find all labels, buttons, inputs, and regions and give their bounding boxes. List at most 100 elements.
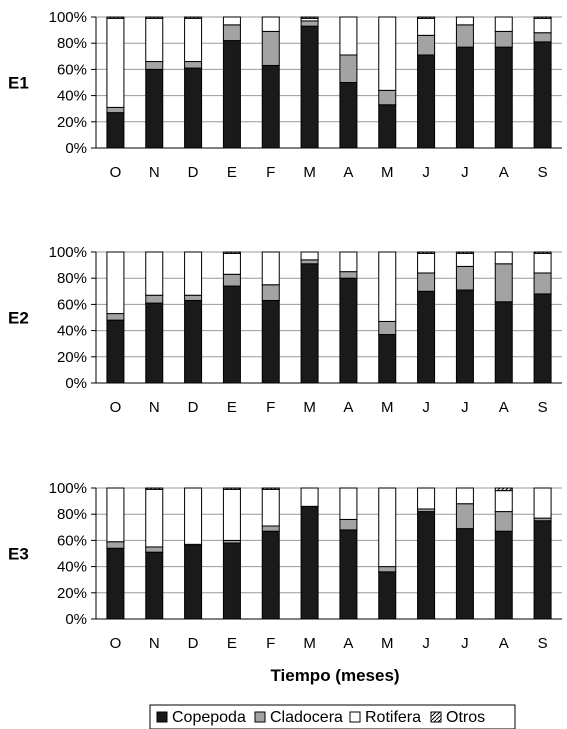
x-tick-label: D	[188, 399, 199, 416]
y-tick-label: 0%	[65, 611, 87, 628]
bar-segment-rotifera	[106, 487, 125, 543]
bar-segment-otros	[145, 16, 164, 19]
bar-segment-cladocera	[106, 106, 125, 114]
bar-segment-cladocera	[261, 525, 280, 532]
legend-label-otros: Otros	[446, 709, 485, 726]
x-tick-label: E	[227, 164, 237, 181]
bar-segment-rotifera	[494, 16, 513, 32]
y-tick-label: 20%	[57, 349, 87, 366]
y-tick-label: 60%	[57, 296, 87, 313]
bar-segment-otros	[417, 251, 436, 254]
bar-segment-copepoda	[261, 530, 280, 620]
y-tick-label: 100%	[49, 244, 87, 261]
bar-segment-cladocera	[184, 294, 203, 301]
bar-segment-copepoda	[184, 545, 203, 620]
bar-segment-rotifera	[455, 16, 474, 26]
panel-e2: 0% 20% 40% 60% 80% 100% E2 O N D E F M A M J J A S	[8, 244, 562, 416]
bar-segment-copepoda	[378, 334, 397, 384]
legend-label-cladocera: Cladocera	[270, 709, 343, 726]
panel-label: E3	[8, 545, 29, 564]
bar-segment-rotifera	[106, 251, 125, 315]
y-tick-label: 40%	[57, 88, 87, 105]
x-tick-label: F	[266, 635, 275, 652]
bar-segment-rotifera	[261, 16, 280, 32]
x-tick-label: S	[538, 164, 548, 181]
x-tick-label: A	[499, 635, 509, 652]
bar-segment-copepoda	[339, 277, 358, 384]
panel-e3: 0% 20% 40% 60% 80% 100% E3 O N D E F M A M J J A S	[8, 480, 562, 652]
legend-box	[149, 704, 516, 729]
bar-segment-rotifera	[222, 16, 241, 26]
bar-segment-cladocera	[300, 259, 319, 265]
x-tick-label: O	[110, 635, 122, 652]
bar-segment-rotifera	[494, 251, 513, 265]
y-tick-label: 60%	[57, 532, 87, 549]
bar-segment-copepoda	[300, 25, 319, 149]
bar-segment-cladocera	[106, 541, 125, 549]
x-tick-label: M	[381, 164, 394, 181]
chart-panels: 0% 20% 40% 60% 80% 100% E1 O N D E F M A M J J A S 0% 20% 40%…	[8, 9, 562, 652]
y-tick-label: 80%	[57, 35, 87, 52]
bar-segment-cladocera	[455, 265, 474, 291]
y-tick-label: 60%	[57, 61, 87, 78]
y-tick-label: 0%	[65, 140, 87, 157]
bar-segment-copepoda	[184, 67, 203, 149]
legend: Copepoda Cladocera Rotifera Otros	[149, 704, 516, 729]
bar-segment-otros	[106, 16, 125, 19]
bar-segment-copepoda	[494, 46, 513, 149]
bar-segment-cladocera	[106, 313, 125, 321]
bar-segment-copepoda	[533, 41, 552, 149]
x-tick-label: M	[381, 635, 394, 652]
bar-segment-cladocera	[339, 271, 358, 279]
bar-segment-copepoda	[300, 263, 319, 384]
bar-segment-cladocera	[339, 54, 358, 84]
bar-segment-copepoda	[378, 104, 397, 149]
bar-segment-copepoda	[494, 301, 513, 384]
bar-segment-rotifera	[455, 487, 474, 505]
bar-segment-rotifera	[494, 490, 513, 513]
bar-segment-cladocera	[417, 34, 436, 56]
x-tick-label: A	[343, 399, 353, 416]
y-tick-label: 20%	[57, 585, 87, 602]
x-tick-label: O	[110, 399, 122, 416]
bar-segment-cladocera	[145, 294, 164, 304]
x-tick-label: J	[422, 635, 430, 652]
bar-segment-cladocera	[494, 30, 513, 48]
bar-segment-rotifera	[533, 487, 552, 519]
bar-segment-rotifera	[533, 17, 552, 34]
bar-segment-otros	[417, 16, 436, 19]
y-tick-label: 40%	[57, 559, 87, 576]
bar-segment-cladocera	[417, 272, 436, 292]
bar-segment-copepoda	[378, 571, 397, 620]
bar-segment-copepoda	[417, 54, 436, 149]
x-axis-title: Tiempo (meses)	[270, 666, 399, 685]
bar-segment-copepoda	[339, 529, 358, 620]
bar-segment-rotifera	[339, 251, 358, 273]
x-tick-label: O	[110, 164, 122, 181]
legend-swatch-copepoda	[156, 711, 168, 723]
x-tick-label: F	[266, 164, 275, 181]
x-tick-label: J	[461, 635, 469, 652]
x-tick-label: A	[499, 164, 509, 181]
y-tick-label: 40%	[57, 323, 87, 340]
legend-label-copepoda: Copepoda	[172, 709, 246, 726]
bar-segment-copepoda	[145, 551, 164, 620]
bar-segment-rotifera	[378, 487, 397, 568]
bar-segment-cladocera	[455, 503, 474, 530]
bar-segment-copepoda	[417, 511, 436, 620]
bar-segment-rotifera	[455, 252, 474, 267]
bar-segment-rotifera	[222, 488, 241, 541]
bar-segment-copepoda	[300, 505, 319, 620]
bar-segment-rotifera	[378, 16, 397, 91]
bar-segment-copepoda	[455, 528, 474, 620]
y-tick-label: 0%	[65, 375, 87, 392]
bar-segment-otros	[455, 251, 474, 254]
x-tick-label: D	[188, 635, 199, 652]
x-tick-label: J	[461, 399, 469, 416]
bar-segment-rotifera	[184, 17, 203, 63]
x-tick-label: M	[303, 164, 316, 181]
x-tick-label: M	[303, 399, 316, 416]
bar-segment-cladocera	[184, 61, 203, 69]
panel-label: E2	[8, 309, 29, 328]
